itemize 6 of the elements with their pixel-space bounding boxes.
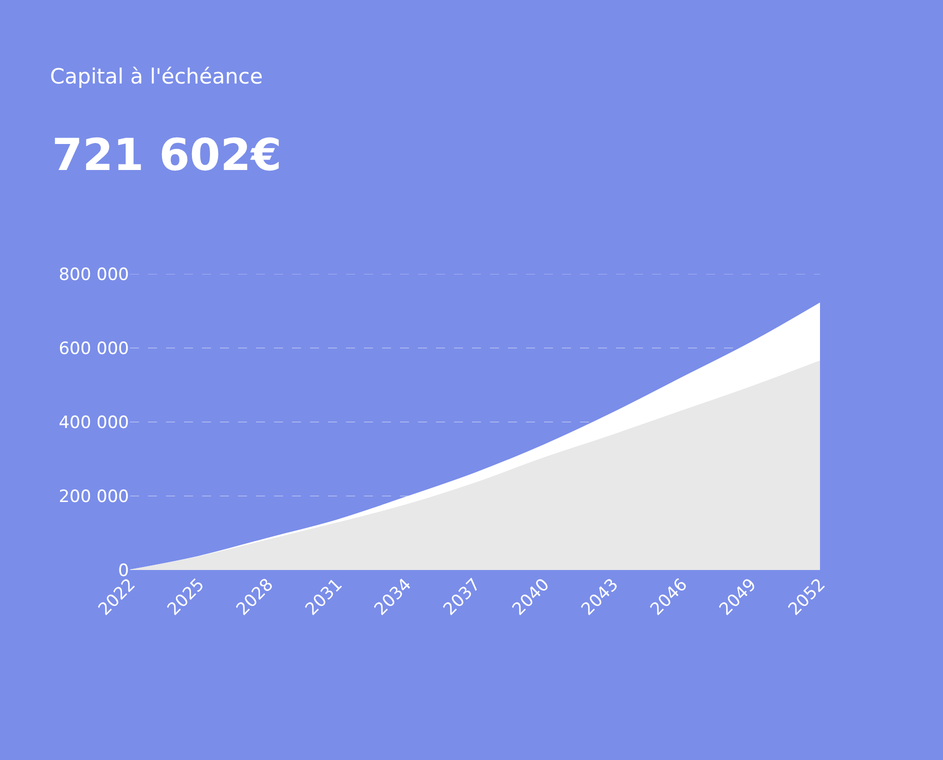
chart-title: Capital à l'échéance [50, 64, 263, 88]
chart-subtitle: 721 602€ [52, 130, 282, 181]
y-tick-label: 600 000 [58, 338, 129, 359]
y-tick-label: 800 000 [58, 264, 129, 285]
y-tick-label: 200 000 [58, 486, 129, 507]
y-tick-label: 400 000 [58, 412, 129, 433]
